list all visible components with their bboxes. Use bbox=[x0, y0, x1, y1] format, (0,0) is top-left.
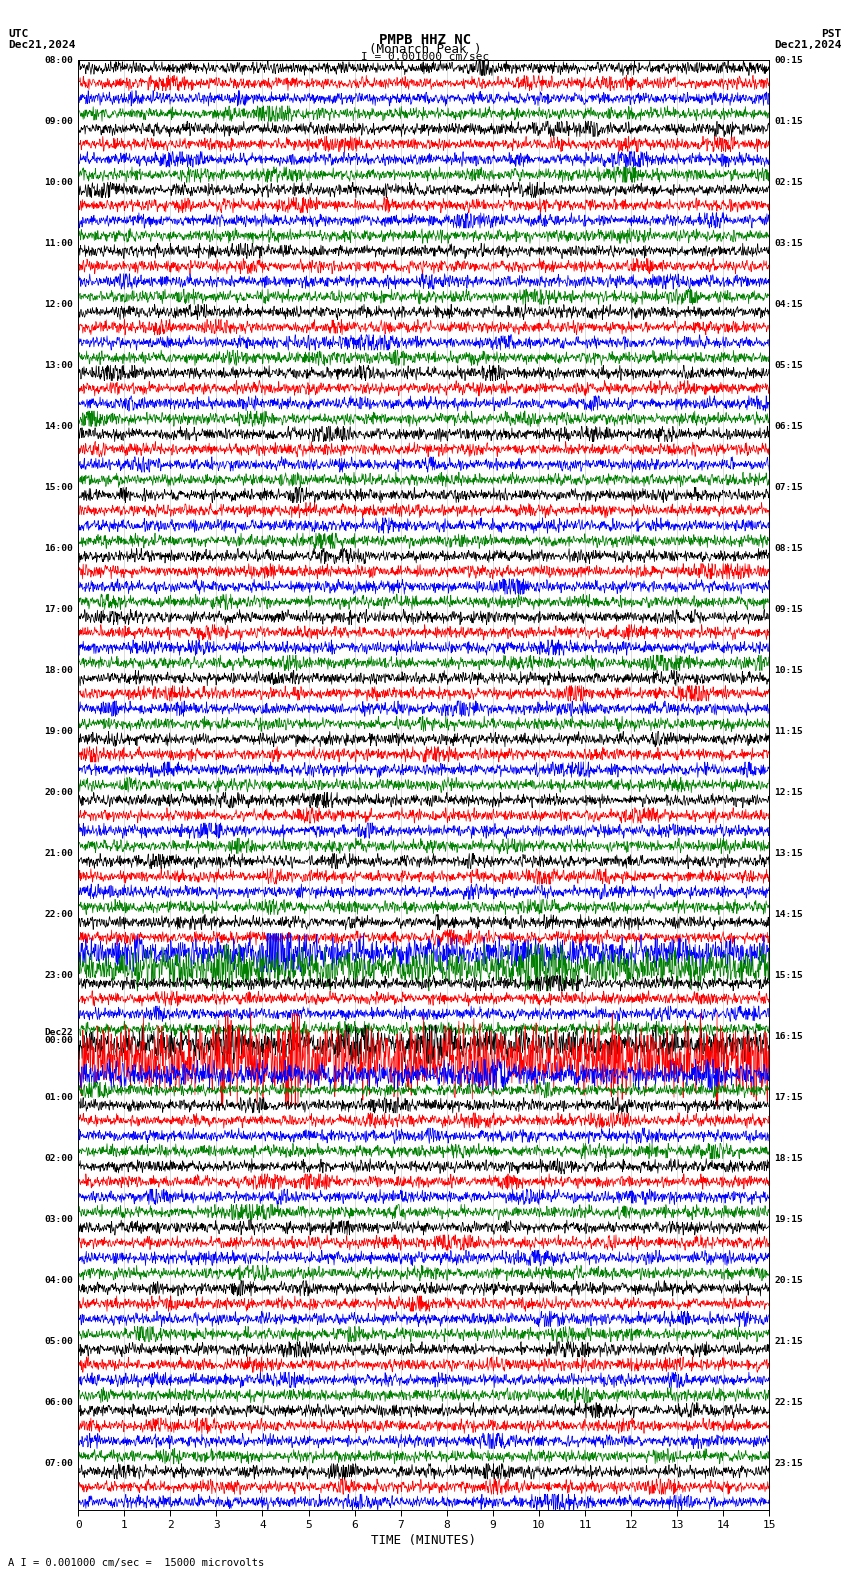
Text: (Monarch Peak ): (Monarch Peak ) bbox=[369, 43, 481, 55]
Text: 06:15: 06:15 bbox=[774, 421, 803, 431]
Text: 15:15: 15:15 bbox=[774, 971, 803, 980]
Text: 18:00: 18:00 bbox=[44, 665, 73, 675]
Text: 08:00: 08:00 bbox=[44, 55, 73, 65]
Text: 02:00: 02:00 bbox=[44, 1155, 73, 1163]
Text: 10:00: 10:00 bbox=[44, 177, 73, 187]
Text: UTC: UTC bbox=[8, 29, 29, 40]
Text: 00:00: 00:00 bbox=[44, 1036, 73, 1045]
Text: Dec21,2024: Dec21,2024 bbox=[774, 40, 842, 49]
Text: 02:15: 02:15 bbox=[774, 177, 803, 187]
Text: 07:00: 07:00 bbox=[44, 1459, 73, 1468]
Text: 03:15: 03:15 bbox=[774, 239, 803, 247]
Text: 01:00: 01:00 bbox=[44, 1093, 73, 1102]
Text: 20:00: 20:00 bbox=[44, 787, 73, 797]
Text: PMPB HHZ NC: PMPB HHZ NC bbox=[379, 33, 471, 48]
Text: 05:00: 05:00 bbox=[44, 1337, 73, 1346]
Text: 18:15: 18:15 bbox=[774, 1155, 803, 1163]
Text: 16:15: 16:15 bbox=[774, 1033, 803, 1041]
Text: 00:15: 00:15 bbox=[774, 55, 803, 65]
Text: 20:15: 20:15 bbox=[774, 1277, 803, 1285]
X-axis label: TIME (MINUTES): TIME (MINUTES) bbox=[371, 1535, 476, 1548]
Text: 07:15: 07:15 bbox=[774, 483, 803, 493]
Text: 10:15: 10:15 bbox=[774, 665, 803, 675]
Text: 17:15: 17:15 bbox=[774, 1093, 803, 1102]
Text: 22:15: 22:15 bbox=[774, 1399, 803, 1407]
Text: 14:15: 14:15 bbox=[774, 911, 803, 919]
Text: 11:15: 11:15 bbox=[774, 727, 803, 737]
Text: 06:00: 06:00 bbox=[44, 1399, 73, 1407]
Text: 13:00: 13:00 bbox=[44, 361, 73, 369]
Text: 09:15: 09:15 bbox=[774, 605, 803, 615]
Text: 23:00: 23:00 bbox=[44, 971, 73, 980]
Text: 05:15: 05:15 bbox=[774, 361, 803, 369]
Text: 23:15: 23:15 bbox=[774, 1459, 803, 1468]
Text: 11:00: 11:00 bbox=[44, 239, 73, 247]
Text: 04:00: 04:00 bbox=[44, 1277, 73, 1285]
Text: PST: PST bbox=[821, 29, 842, 40]
Text: I = 0.001000 cm/sec: I = 0.001000 cm/sec bbox=[361, 52, 489, 62]
Text: 03:00: 03:00 bbox=[44, 1215, 73, 1224]
Text: 01:15: 01:15 bbox=[774, 117, 803, 125]
Text: 09:00: 09:00 bbox=[44, 117, 73, 125]
Text: 12:00: 12:00 bbox=[44, 299, 73, 309]
Text: Dec21,2024: Dec21,2024 bbox=[8, 40, 76, 49]
Text: 13:15: 13:15 bbox=[774, 849, 803, 859]
Text: 19:00: 19:00 bbox=[44, 727, 73, 737]
Text: 16:00: 16:00 bbox=[44, 543, 73, 553]
Text: 14:00: 14:00 bbox=[44, 421, 73, 431]
Text: 04:15: 04:15 bbox=[774, 299, 803, 309]
Text: 22:00: 22:00 bbox=[44, 911, 73, 919]
Text: 19:15: 19:15 bbox=[774, 1215, 803, 1224]
Text: Dec22: Dec22 bbox=[44, 1028, 73, 1038]
Text: 21:15: 21:15 bbox=[774, 1337, 803, 1346]
Text: 15:00: 15:00 bbox=[44, 483, 73, 493]
Text: 08:15: 08:15 bbox=[774, 543, 803, 553]
Text: A I = 0.001000 cm/sec =  15000 microvolts: A I = 0.001000 cm/sec = 15000 microvolts bbox=[8, 1559, 264, 1568]
Text: 17:00: 17:00 bbox=[44, 605, 73, 615]
Text: 21:00: 21:00 bbox=[44, 849, 73, 859]
Text: 12:15: 12:15 bbox=[774, 787, 803, 797]
